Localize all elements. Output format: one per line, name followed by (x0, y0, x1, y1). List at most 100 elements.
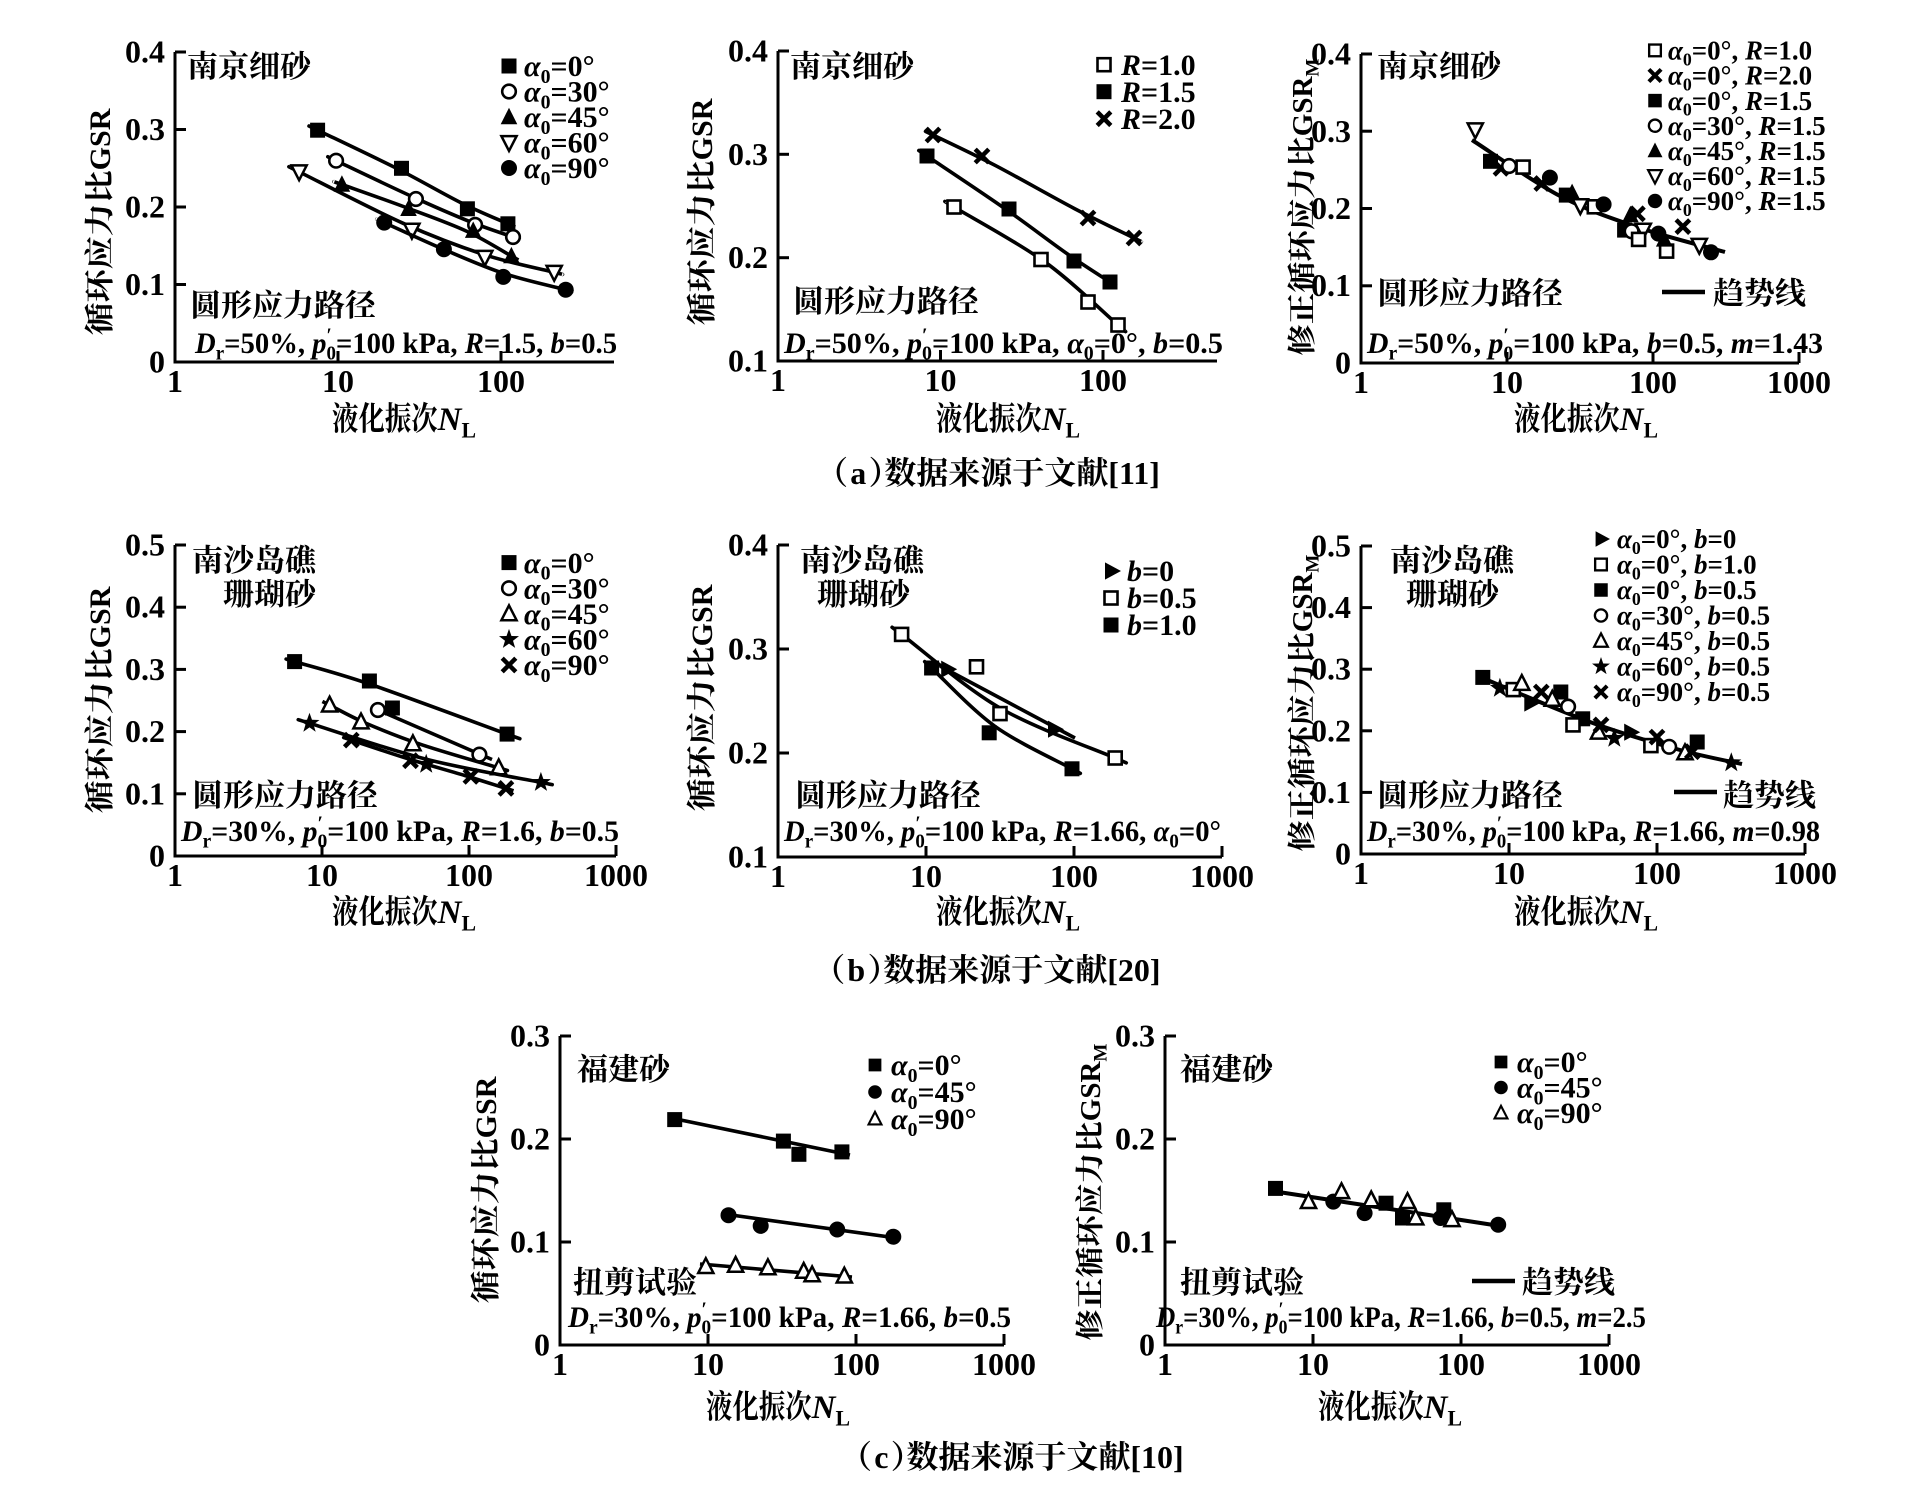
svg-text:α: α (1517, 1097, 1534, 1130)
svg-text:0: 0 (541, 142, 551, 164)
svg-text:=0°: =0° (551, 50, 595, 83)
svg-text:0: 0 (541, 639, 551, 661)
svg-text:0: 0 (1683, 175, 1692, 195)
svg-text:0.3: 0.3 (1311, 113, 1351, 149)
svg-text:′: ′ (1279, 1299, 1284, 1321)
svg-text:=0.5: =0.5 (1168, 326, 1223, 360)
svg-text:α: α (524, 598, 541, 631)
svg-text:=1.5,: =1.5, (484, 327, 543, 360)
svg-text:b: b (1127, 582, 1142, 615)
svg-text:0.3: 0.3 (125, 651, 165, 687)
svg-text:R: R (1758, 186, 1777, 216)
svg-text:α: α (891, 1049, 908, 1082)
svg-text:0: 0 (541, 117, 551, 139)
svg-text:m: m (1732, 815, 1754, 848)
svg-text:L: L (1066, 911, 1081, 935)
svg-text:GSR: GSR (686, 98, 719, 160)
svg-text:=1.66,: =1.66, (861, 1302, 936, 1334)
svg-text:=45°: =45° (551, 598, 610, 631)
svg-text:1000: 1000 (1767, 364, 1831, 400)
svg-text:=45°: =45° (1692, 136, 1745, 166)
svg-text:R: R (464, 327, 484, 360)
svg-text:=1.5: =1.5 (1777, 136, 1826, 166)
svg-text:α: α (1617, 626, 1633, 656)
svg-text:b: b (1708, 601, 1722, 631)
svg-text:0: 0 (908, 1119, 918, 1141)
svg-text:b: b (551, 327, 565, 360)
svg-text:1000: 1000 (1577, 1346, 1641, 1382)
svg-text:0: 0 (1497, 831, 1506, 853)
svg-text:,: , (1694, 626, 1701, 656)
svg-text:=30°: =30° (1641, 601, 1694, 631)
svg-text:0.3: 0.3 (125, 111, 165, 147)
svg-text:b: b (1127, 555, 1142, 588)
svg-text:α: α (1617, 550, 1633, 580)
svg-text:=90°: =90° (1544, 1097, 1603, 1130)
svg-text:M: M (1302, 59, 1323, 77)
svg-text:p: p (684, 1302, 702, 1334)
svg-text:N: N (811, 1390, 837, 1426)
svg-text:b: b (1708, 677, 1722, 707)
svg-text:D: D (180, 815, 202, 848)
svg-text:=1.43: =1.43 (1754, 327, 1823, 360)
svg-text:=0°: =0° (918, 1049, 962, 1082)
svg-text:r: r (805, 831, 814, 852)
svg-text:=2.5: =2.5 (1597, 1302, 1646, 1335)
svg-text:10: 10 (910, 858, 942, 894)
svg-text:=45°: =45° (1641, 626, 1694, 656)
svg-text:=0.5,: =0.5, (1662, 327, 1724, 360)
svg-text:α: α (1517, 1072, 1534, 1105)
svg-text:[10]: [10] (1130, 1439, 1183, 1475)
svg-text:L: L (462, 418, 477, 442)
svg-text:b: b (550, 815, 565, 848)
svg-text:0: 0 (1683, 200, 1692, 220)
svg-text:α: α (1668, 161, 1684, 191)
svg-text:=30%,: =30%, (1396, 815, 1476, 848)
svg-text:0.3: 0.3 (728, 631, 768, 667)
svg-text:α: α (891, 1076, 908, 1109)
svg-text:0.2: 0.2 (125, 189, 165, 225)
svg-text:=0°: =0° (1641, 550, 1681, 580)
svg-text:=90°: =90° (1641, 677, 1694, 707)
svg-text:=90°: =90° (551, 649, 610, 682)
svg-text:0: 0 (702, 1317, 712, 1338)
svg-text:b: b (1647, 327, 1662, 360)
svg-text:0.1: 0.1 (1311, 267, 1351, 303)
svg-text:N: N (1041, 895, 1067, 931)
svg-text:0: 0 (1632, 666, 1641, 686)
svg-text:=45°: =45° (551, 101, 610, 134)
svg-text:0.3: 0.3 (728, 136, 768, 172)
svg-text:=1.66,: =1.66, (1425, 1302, 1494, 1335)
svg-text:0: 0 (317, 831, 327, 853)
svg-text:b: b (847, 952, 865, 988)
svg-text:b: b (1694, 524, 1708, 554)
svg-text:0.5: 0.5 (1311, 528, 1351, 564)
svg-text:,: , (1694, 677, 1701, 707)
svg-text:0: 0 (1503, 343, 1513, 365)
svg-text:0: 0 (1335, 836, 1351, 872)
svg-text:0.3: 0.3 (1311, 651, 1351, 687)
svg-text:=100 kPa,: =100 kPa, (336, 327, 458, 360)
svg-text:D: D (1155, 1302, 1175, 1335)
svg-text:=100 kPa,: =100 kPa, (1513, 327, 1639, 360)
svg-text:[20]: [20] (1107, 952, 1160, 988)
svg-text:1: 1 (1353, 855, 1369, 891)
svg-text:10: 10 (322, 363, 354, 399)
svg-text:α: α (524, 572, 541, 605)
svg-text:1: 1 (167, 363, 183, 399)
svg-text:r: r (806, 343, 815, 365)
svg-text:L: L (1644, 418, 1659, 442)
svg-text:1: 1 (167, 857, 183, 893)
svg-text:0: 0 (1632, 538, 1641, 558)
svg-text:=0.5: =0.5 (1721, 677, 1770, 707)
svg-text:L: L (462, 911, 477, 935)
svg-text:=1.66,: =1.66, (1652, 815, 1725, 848)
svg-text:0: 0 (541, 91, 551, 113)
svg-text:0.2: 0.2 (1311, 190, 1351, 226)
svg-text:=1.0: =1.0 (1763, 36, 1812, 66)
svg-text:=0.5: =0.5 (1721, 601, 1770, 631)
svg-text:=90°: =90° (551, 152, 610, 185)
svg-text:10: 10 (306, 857, 338, 893)
svg-text:N: N (437, 402, 463, 438)
svg-text:=0.5: =0.5 (1721, 626, 1770, 656)
